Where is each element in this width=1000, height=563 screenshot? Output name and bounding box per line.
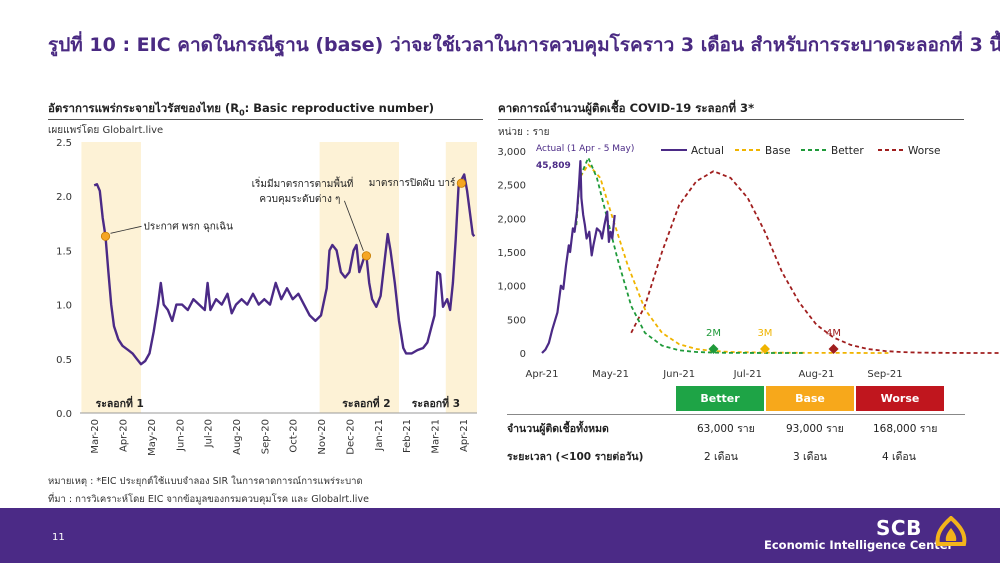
rt-chart: 0.0 0.5 1.0 1.5 2.0 2.5 Mar-20 Apr-20 May-20 Jun-… (56, 138, 477, 456)
actual-total: 45,809 (536, 161, 571, 171)
annotation-label: ควบคุมระดับต่าง ๆ (259, 194, 340, 205)
x-tick-label: Jun-21 (662, 369, 695, 380)
y-tick-label: 3,000 (497, 147, 526, 158)
row-label-total: จำนวนผู้ติดเชื้อทั้งหมด (507, 423, 609, 435)
cell-better-duration: 2 เดือน (704, 451, 738, 463)
footer-bar (0, 508, 1000, 563)
series-line-base (575, 163, 889, 354)
legend-label: Worse (908, 145, 940, 157)
y-tick-label: 1.0 (56, 301, 72, 312)
annotation-label: มาตรการปิดผับ บาร์ (369, 177, 456, 189)
x-tick-label: Mar-20 (90, 419, 101, 454)
left-chart-title: อัตราการแพร่กระจายไวรัสของไทย (R0: Basic… (48, 100, 434, 118)
x-tick-label: May-20 (147, 419, 158, 456)
x-tick-label: Sep-21 (867, 369, 902, 380)
x-tick-label: Jul-21 (733, 369, 762, 380)
y-tick-label: 1,000 (497, 282, 526, 293)
scenario-end-marker (708, 343, 719, 354)
x-tick-label: Jul-20 (204, 419, 215, 448)
x-tick-label: Oct-20 (289, 419, 300, 453)
scenario-end-label: 2M (706, 328, 721, 339)
x-tick-label: Apr-20 (119, 419, 130, 452)
right-unit-label: หน่วย : ราย (498, 127, 550, 138)
scenario-header-worse: Worse (856, 386, 944, 411)
y-tick-label: 2.5 (56, 138, 72, 149)
left-source-note: เผยแพร่โดย Globalrt.live (48, 125, 164, 136)
scenario-end-label: 4M (826, 328, 841, 339)
scenario-end-marker (759, 343, 770, 354)
y-tick-label: 2,000 (497, 214, 526, 225)
y-tick-label: 500 (507, 315, 526, 326)
page-number: 11 (52, 532, 65, 543)
y-tick-label: 2,500 (497, 181, 526, 192)
annotation-leader (344, 200, 364, 251)
x-tick-label: Jan-21 (374, 419, 385, 452)
table-row: ระยะเวลา (<100 รายต่อวัน) 2 เดือน 3 เดือ… (507, 448, 965, 463)
wave-label: ระลอกที่ 3 (412, 395, 460, 410)
forecast-chart: 0 500 1,000 1,500 2,000 2,500 3,000 Apr-21 May-2… (497, 144, 1000, 380)
legend-label: Base (765, 145, 791, 157)
x-tick-label: Jun-20 (175, 419, 186, 452)
event-marker (100, 231, 111, 241)
page-title: รูปที่ 10 : EIC คาดในกรณีฐาน (base) ว่าจ… (48, 34, 1000, 56)
x-tick-label: Mar-21 (430, 419, 441, 454)
x-tick-label: Apr-21 (526, 369, 559, 380)
row-label-duration: ระยะเวลา (<100 รายต่อวัน) (507, 451, 644, 463)
y-tick-label: 0 (520, 349, 526, 360)
scenario-header-base: Base (766, 386, 854, 411)
y-tick-label: 1.5 (56, 246, 72, 257)
x-tick-label: May-21 (592, 369, 629, 380)
x-tick-label: Dec-20 (345, 419, 356, 455)
y-tick-label: 1,500 (497, 248, 526, 259)
scenario-header-better: Better (676, 386, 764, 411)
cell-base-total: 93,000 ราย (786, 423, 844, 435)
right-title-rule (498, 119, 964, 120)
annotation-leader (110, 225, 142, 234)
x-tick-label: Nov-20 (317, 419, 328, 455)
table-row: จำนวนผู้ติดเชื้อทั้งหมด 63,000 ราย 93,00… (507, 420, 965, 435)
x-tick-label: Aug-21 (798, 369, 834, 380)
x-tick-label: Aug-20 (232, 419, 243, 455)
rt-line (93, 173, 476, 366)
y-tick-label: 0.5 (56, 355, 72, 366)
cell-base-duration: 3 เดือน (793, 451, 827, 463)
wave-band (81, 142, 141, 413)
cell-worse-duration: 4 เดือน (882, 451, 916, 463)
event-marker (456, 178, 467, 188)
series-line-better (575, 156, 803, 354)
wave-label: ระลอกที่ 1 (96, 395, 144, 410)
scenario-end-marker (828, 343, 839, 354)
left-title-sub: 0 (239, 108, 245, 118)
series-line-worse (630, 170, 1000, 354)
annotation-label: ประกาศ พรก ฉุกเฉิน (144, 221, 234, 232)
cell-better-total: 63,000 ราย (697, 423, 755, 435)
actual-note: Actual (1 Apr - 5 May) (536, 144, 634, 154)
scb-logo-icon (935, 516, 967, 546)
scenario-end-label: 3M (757, 328, 772, 339)
source-note: ที่มา : การวิเคราะห์โดย EIC จากข้อมูลของ… (48, 494, 369, 505)
left-title-post: : Basic reproductive number) (244, 101, 434, 115)
wave-label: ระลอกที่ 2 (342, 395, 390, 410)
brand-name: SCB (876, 516, 922, 540)
series-line-actual (541, 160, 616, 354)
y-tick-label: 0.0 (56, 409, 72, 420)
wave-band (319, 142, 400, 413)
left-title-rule (48, 119, 483, 120)
y-tick-label: 2.0 (56, 192, 72, 203)
left-title-pre: อัตราการแพร่กระจายไวรัสของไทย (R (48, 101, 240, 115)
x-tick-label: Sep-20 (260, 419, 271, 454)
event-marker (361, 251, 372, 261)
cell-worse-total: 168,000 ราย (873, 423, 938, 435)
table-rule (507, 414, 965, 415)
footnote: หมายเหตุ : *EIC ประยุกต์ใช้แบบจำลอง SIR … (48, 476, 363, 487)
annotation-label: เริ่มมีมาตรการตามพื้นที่ (252, 176, 354, 190)
legend-label: Better (831, 145, 864, 157)
right-chart-title: คาดการณ์จำนวนผู้ติดเชื้อ COVID-19 ระลอกท… (498, 101, 755, 115)
x-tick-label: Feb-21 (402, 419, 413, 453)
legend-label: Actual (691, 145, 724, 157)
x-tick-label: Apr-21 (459, 419, 470, 452)
brand-tagline: Economic Intelligence Center (764, 538, 954, 552)
